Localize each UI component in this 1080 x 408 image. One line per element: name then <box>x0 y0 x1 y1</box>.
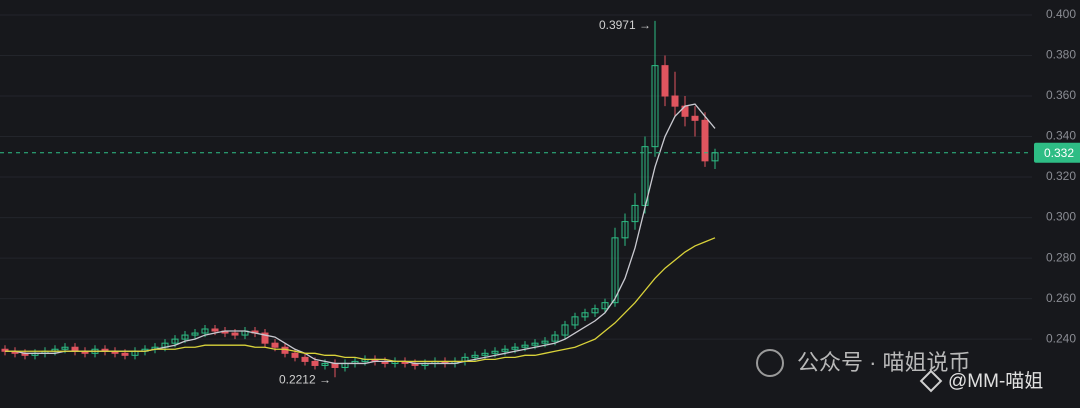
candle-body <box>191 332 199 336</box>
candle-body <box>601 302 609 310</box>
candle-body <box>491 350 499 354</box>
candle-body <box>171 338 179 344</box>
watermark: 公众号 · 喵姐说币 @MM-喵姐 <box>756 349 1043 393</box>
candle-body <box>591 308 599 314</box>
candle-body <box>231 332 239 336</box>
candle-body <box>211 328 219 332</box>
candle-body <box>581 312 589 318</box>
candle-body <box>511 346 519 350</box>
candle-body <box>621 221 629 239</box>
candle-body <box>561 324 569 336</box>
current-price-label: 0.332 <box>1044 146 1074 160</box>
current-price-box <box>1034 142 1080 163</box>
candle-body <box>261 332 269 344</box>
watermark-handle: @MM-喵姐 <box>948 370 1043 392</box>
y-tick-label: 0.240 <box>1046 331 1076 345</box>
binance-icon <box>919 369 943 393</box>
candle-body <box>631 204 639 223</box>
wechat-icon <box>756 349 784 377</box>
y-tick-label: 0.400 <box>1046 7 1076 21</box>
candle-body <box>301 356 309 362</box>
candle-body <box>571 316 579 326</box>
candle-body <box>481 352 489 356</box>
y-tick-label: 0.300 <box>1046 210 1076 224</box>
candle-body <box>701 119 709 162</box>
candle-body <box>291 352 299 358</box>
candle-body <box>201 328 209 334</box>
candle-body <box>661 65 669 97</box>
price-annotation: 0.2212 → <box>279 372 331 386</box>
candle-body <box>651 65 659 148</box>
candle-body <box>521 344 529 348</box>
candle-body <box>501 348 509 352</box>
candle-body <box>541 340 549 344</box>
candle-body <box>691 115 699 121</box>
y-tick-label: 0.360 <box>1046 88 1076 102</box>
candle-body <box>551 334 559 342</box>
candle-body <box>181 334 189 340</box>
y-tick-label: 0.280 <box>1046 250 1076 264</box>
candle-body <box>121 352 129 356</box>
candle-body <box>61 346 69 350</box>
candle-body <box>471 354 479 358</box>
candle-body <box>321 362 329 366</box>
watermark-text: 公众号 · 喵姐说币 <box>797 350 971 375</box>
y-tick-label: 0.340 <box>1046 129 1076 143</box>
candle-body <box>271 342 279 348</box>
y-tick-label: 0.380 <box>1046 48 1076 62</box>
candle-body <box>531 342 539 346</box>
y-tick-label: 0.320 <box>1046 169 1076 183</box>
candle-body <box>611 237 619 304</box>
price-annotation: 0.3971 → <box>599 18 651 32</box>
candle-body <box>311 360 319 366</box>
y-tick-label: 0.260 <box>1046 291 1076 305</box>
ma-line <box>5 237 716 363</box>
candle-body <box>671 95 679 107</box>
